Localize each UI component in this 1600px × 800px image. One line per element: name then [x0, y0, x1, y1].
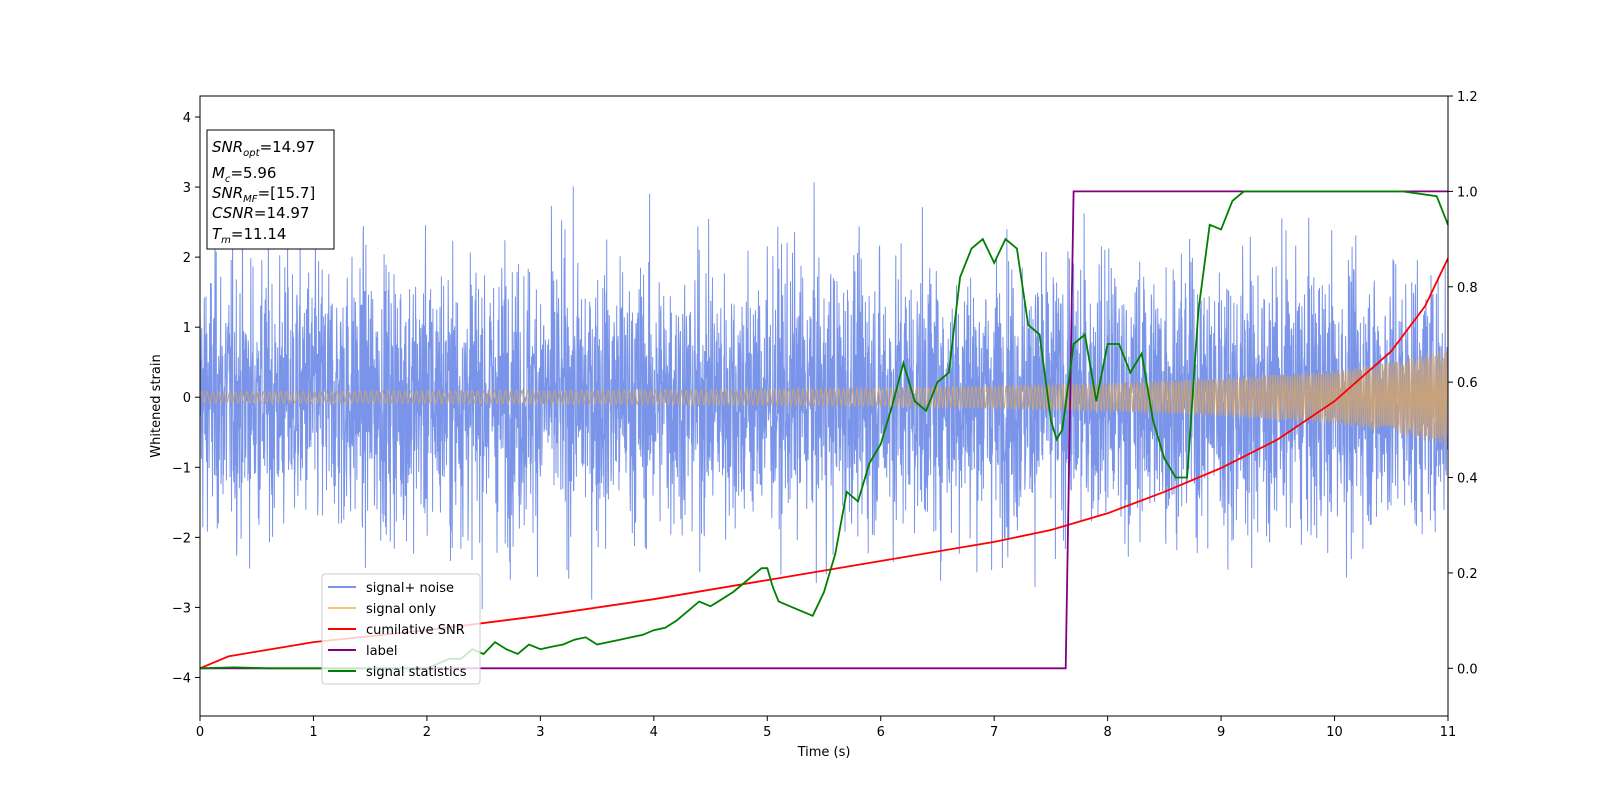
x-tick-label: 3	[536, 725, 544, 740]
x-tick-label: 8	[1103, 725, 1111, 740]
annotation-line-csnr: CSNR=14.97	[212, 204, 309, 222]
series-line-signal-only	[199, 350, 1449, 446]
annotation-value: =5.96	[230, 164, 276, 182]
x-tick-label: 7	[990, 725, 998, 740]
legend-label-signal-statistics: signal statistics	[366, 665, 467, 680]
y2-tick-label: 0.2	[1457, 567, 1478, 582]
series-line-signal-statistics	[199, 190, 1449, 670]
x-tick-label: 2	[423, 725, 431, 740]
annotation-sub: m	[221, 235, 231, 246]
annotation-box: SNRopt=14.97 Mc=5.96 SNRMF=[15.7] CSNR=1…	[206, 129, 335, 250]
x-tick-label: 6	[877, 725, 885, 740]
y-axis-right: 0.0 0.2 0.4 0.6 0.8 1.0 1.2	[1448, 90, 1478, 677]
annotation-line-snr-mf: SNRMF=[15.7]	[212, 184, 315, 205]
annotation-sym: SNR	[212, 184, 243, 202]
signal-only-layer	[199, 350, 1449, 446]
x-tick-label: 11	[1440, 725, 1457, 740]
annotation-value: =[15.7]	[258, 184, 316, 202]
annotation-sym: T	[212, 225, 223, 243]
y2-tick-label: 1.2	[1457, 90, 1478, 105]
legend-label-cumilative-snr: cumilative SNR	[366, 623, 465, 638]
legend-label-signal-noise: signal+ noise	[366, 581, 454, 596]
legend-label-label: label	[366, 644, 397, 659]
y-tick-label: −4	[172, 671, 191, 686]
y-tick-label: 3	[183, 181, 191, 196]
annotation-sub: MF	[243, 194, 258, 205]
y2-tick-label: 0.8	[1457, 281, 1478, 296]
x-tick-label: 1	[309, 725, 317, 740]
annotation-sub: opt	[243, 148, 260, 159]
y-tick-label: 4	[183, 111, 191, 126]
annotation-sub: c	[225, 174, 231, 185]
y2-tick-label: 0.4	[1457, 472, 1478, 487]
annotation-line-mc: Mc=5.96	[212, 164, 276, 185]
annotation-value: =11.14	[231, 225, 287, 243]
legend-frame	[321, 573, 481, 685]
annotation-value: =14.97	[260, 138, 316, 156]
y-tick-label: −3	[172, 601, 191, 616]
x-tick-label: 5	[763, 725, 771, 740]
y2-tick-label: 1.0	[1457, 185, 1478, 200]
annotation-line-tm: Tm=11.14	[212, 225, 286, 246]
x-tick-label: 10	[1326, 725, 1343, 740]
annotation-sym: SNR	[212, 138, 243, 156]
plot-frame	[199, 95, 1449, 717]
series-line-cumilative-snr	[199, 257, 1449, 670]
x-tick-label: 4	[650, 725, 658, 740]
y-tick-label: −1	[172, 461, 191, 476]
annotation-value: =14.97	[254, 204, 310, 222]
y2-tick-label: 0.6	[1457, 376, 1478, 391]
y-tick-label: 1	[183, 321, 191, 336]
y-axis-left: −4 −3 −2 −1 0 1 2 3 4	[172, 111, 200, 686]
annotation-sym: M	[212, 164, 225, 182]
y-tick-label: 2	[183, 251, 191, 266]
legend: signal+ noise signal only cumilative SNR…	[321, 573, 481, 685]
x-tick-label: 9	[1217, 725, 1225, 740]
y2-tick-label: 0.0	[1457, 662, 1478, 677]
x-tick-label: 0	[196, 725, 204, 740]
legend-label-signal-only: signal only	[366, 602, 436, 617]
x-axis-label: Time (s)	[797, 745, 851, 760]
y-axis-label: Whitened strain	[149, 354, 164, 457]
x-axis: 0 1 2 3 4 5 6 7 8 9 10 11	[196, 716, 1456, 740]
y-tick-label: 0	[183, 391, 191, 406]
annotation-frame	[206, 129, 335, 250]
y-tick-label: −2	[172, 531, 191, 546]
annotation-line-snr-opt: SNRopt=14.97	[212, 138, 315, 159]
annotation-sym: CSNR	[212, 204, 254, 222]
